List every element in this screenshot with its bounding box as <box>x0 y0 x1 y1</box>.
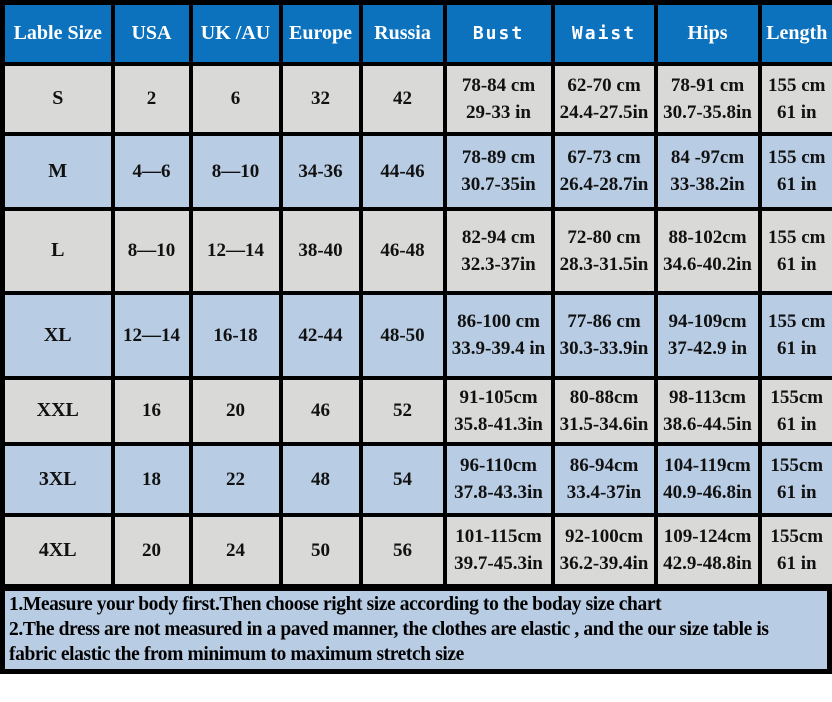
column-header-bust: Bust <box>442 0 555 66</box>
value-cell: 56 <box>358 512 447 589</box>
notes-section: 1.Measure your body first.Then choose ri… <box>0 589 832 674</box>
value-cell: 155 cm 61 in <box>757 61 832 136</box>
table-row: XXL 16 20 46 52 91-105cm 35.8-41.3in 80-88cm 31.… <box>0 375 832 446</box>
value-cell: 12—14 <box>188 206 283 295</box>
value-cell: 42-44 <box>278 290 363 380</box>
value-cell: 96-110cm 37.8-43.3in <box>442 441 555 517</box>
value-cell: 54 <box>358 441 447 517</box>
note-line: 1.Measure your body first.Then choose ri… <box>9 594 662 615</box>
size-chart-table: Lable Size USA UK /AU Europe Russia Bust… <box>0 0 832 589</box>
value-cell: 20 <box>110 512 193 589</box>
value-cell: 94-109cm 37-42.9 in <box>653 290 762 380</box>
size-label-cell: XXL <box>0 375 115 446</box>
column-header-waist: Waist <box>550 0 658 66</box>
column-header-uk-au: UK /AU <box>188 0 283 66</box>
value-cell: 155cm 61 in <box>757 512 832 589</box>
value-cell: 78-89 cm 30.7-35in <box>442 131 555 211</box>
value-cell: 86-100 cm 33.9-39.4 in <box>442 290 555 380</box>
value-cell: 101-115cm 39.7-45.3in <box>442 512 555 589</box>
value-cell: 80-88cm 31.5-34.6in <box>550 375 658 446</box>
value-cell: 67-73 cm 26.4-28.7in <box>550 131 658 211</box>
value-cell: 46-48 <box>358 206 447 295</box>
column-header-length: Length <box>757 0 832 66</box>
value-cell: 82-94 cm 32.3-37in <box>442 206 555 295</box>
value-cell: 22 <box>188 441 283 517</box>
table-row: S 2 6 32 42 78-84 cm 29-33 in 62-70 cm 24.4-27.5… <box>0 61 832 136</box>
value-cell: 32 <box>278 61 363 136</box>
column-header-hips: Hips <box>653 0 762 66</box>
value-cell: 72-80 cm 28.3-31.5in <box>550 206 658 295</box>
size-label-cell: M <box>0 131 115 211</box>
value-cell: 20 <box>188 375 283 446</box>
value-cell: 6 <box>188 61 283 136</box>
table-row: 3XL 18 22 48 54 96-110cm 37.8-43.3in 86-94cm 33.… <box>0 441 832 517</box>
value-cell: 109-124cm 42.9-48.8in <box>653 512 762 589</box>
value-cell: 8—10 <box>188 131 283 211</box>
value-cell: 44-46 <box>358 131 447 211</box>
value-cell: 84 -97cm 33-38.2in <box>653 131 762 211</box>
value-cell: 2 <box>110 61 193 136</box>
header-row: Lable Size USA UK /AU Europe Russia Bust… <box>0 0 832 66</box>
value-cell: 46 <box>278 375 363 446</box>
note-line: fabric elastic the from minimum to maxim… <box>9 644 464 665</box>
size-label-cell: 3XL <box>0 441 115 517</box>
value-cell: 91-105cm 35.8-41.3in <box>442 375 555 446</box>
value-cell: 18 <box>110 441 193 517</box>
value-cell: 104-119cm 40.9-46.8in <box>653 441 762 517</box>
value-cell: 62-70 cm 24.4-27.5in <box>550 61 658 136</box>
value-cell: 78-91 cm 30.7-35.8in <box>653 61 762 136</box>
value-cell: 42 <box>358 61 447 136</box>
size-label-cell: L <box>0 206 115 295</box>
value-cell: 8—10 <box>110 206 193 295</box>
value-cell: 4—6 <box>110 131 193 211</box>
value-cell: 98-113cm 38.6-44.5in <box>653 375 762 446</box>
value-cell: 12—14 <box>110 290 193 380</box>
value-cell: 155cm 61 in <box>757 375 832 446</box>
value-cell: 34-36 <box>278 131 363 211</box>
value-cell: 77-86 cm 30.3-33.9in <box>550 290 658 380</box>
column-header-lable-size: Lable Size <box>0 0 115 66</box>
value-cell: 78-84 cm 29-33 in <box>442 61 555 136</box>
column-header-russia: Russia <box>358 0 447 66</box>
value-cell: 52 <box>358 375 447 446</box>
value-cell: 38-40 <box>278 206 363 295</box>
value-cell: 48-50 <box>358 290 447 380</box>
value-cell: 50 <box>278 512 363 589</box>
value-cell: 92-100cm 36.2-39.4in <box>550 512 658 589</box>
value-cell: 155 cm 61 in <box>757 206 832 295</box>
table-row: M 4—6 8—10 34-36 44-46 78-89 cm 30.7-35in 67-73… <box>0 131 832 211</box>
value-cell: 88-102cm 34.6-40.2in <box>653 206 762 295</box>
value-cell: 16 <box>110 375 193 446</box>
size-label-cell: 4XL <box>0 512 115 589</box>
table-row: XL 12—14 16-18 42-44 48-50 86-100 cm 33.9-39.4… <box>0 290 832 380</box>
value-cell: 16-18 <box>188 290 283 380</box>
value-cell: 48 <box>278 441 363 517</box>
value-cell: 24 <box>188 512 283 589</box>
table-row: 4XL 20 24 50 56 101-115cm 39.7-45.3in 92-100cm 3… <box>0 512 832 589</box>
note-line: 2.The dress are not measured in a paved … <box>9 619 769 640</box>
table-row: L 8—10 12—14 38-40 46-48 82-94 cm 32.3-37in 72-… <box>0 206 832 295</box>
value-cell: 155cm 61 in <box>757 441 832 517</box>
value-cell: 86-94cm 33.4-37in <box>550 441 658 517</box>
column-header-europe: Europe <box>278 0 363 66</box>
value-cell: 155 cm 61 in <box>757 290 832 380</box>
column-header-usa: USA <box>110 0 193 66</box>
size-label-cell: S <box>0 61 115 136</box>
size-label-cell: XL <box>0 290 115 380</box>
value-cell: 155 cm 61 in <box>757 131 832 211</box>
